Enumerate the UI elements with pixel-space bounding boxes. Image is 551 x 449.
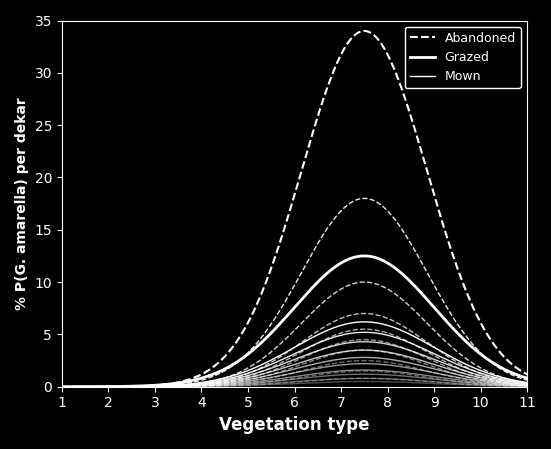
Y-axis label: % P(G. amarella) per dekar: % P(G. amarella) per dekar: [15, 97, 29, 310]
Legend: Abandoned, Grazed, Mown: Abandoned, Grazed, Mown: [404, 27, 521, 88]
X-axis label: Vegetation type: Vegetation type: [219, 416, 370, 434]
